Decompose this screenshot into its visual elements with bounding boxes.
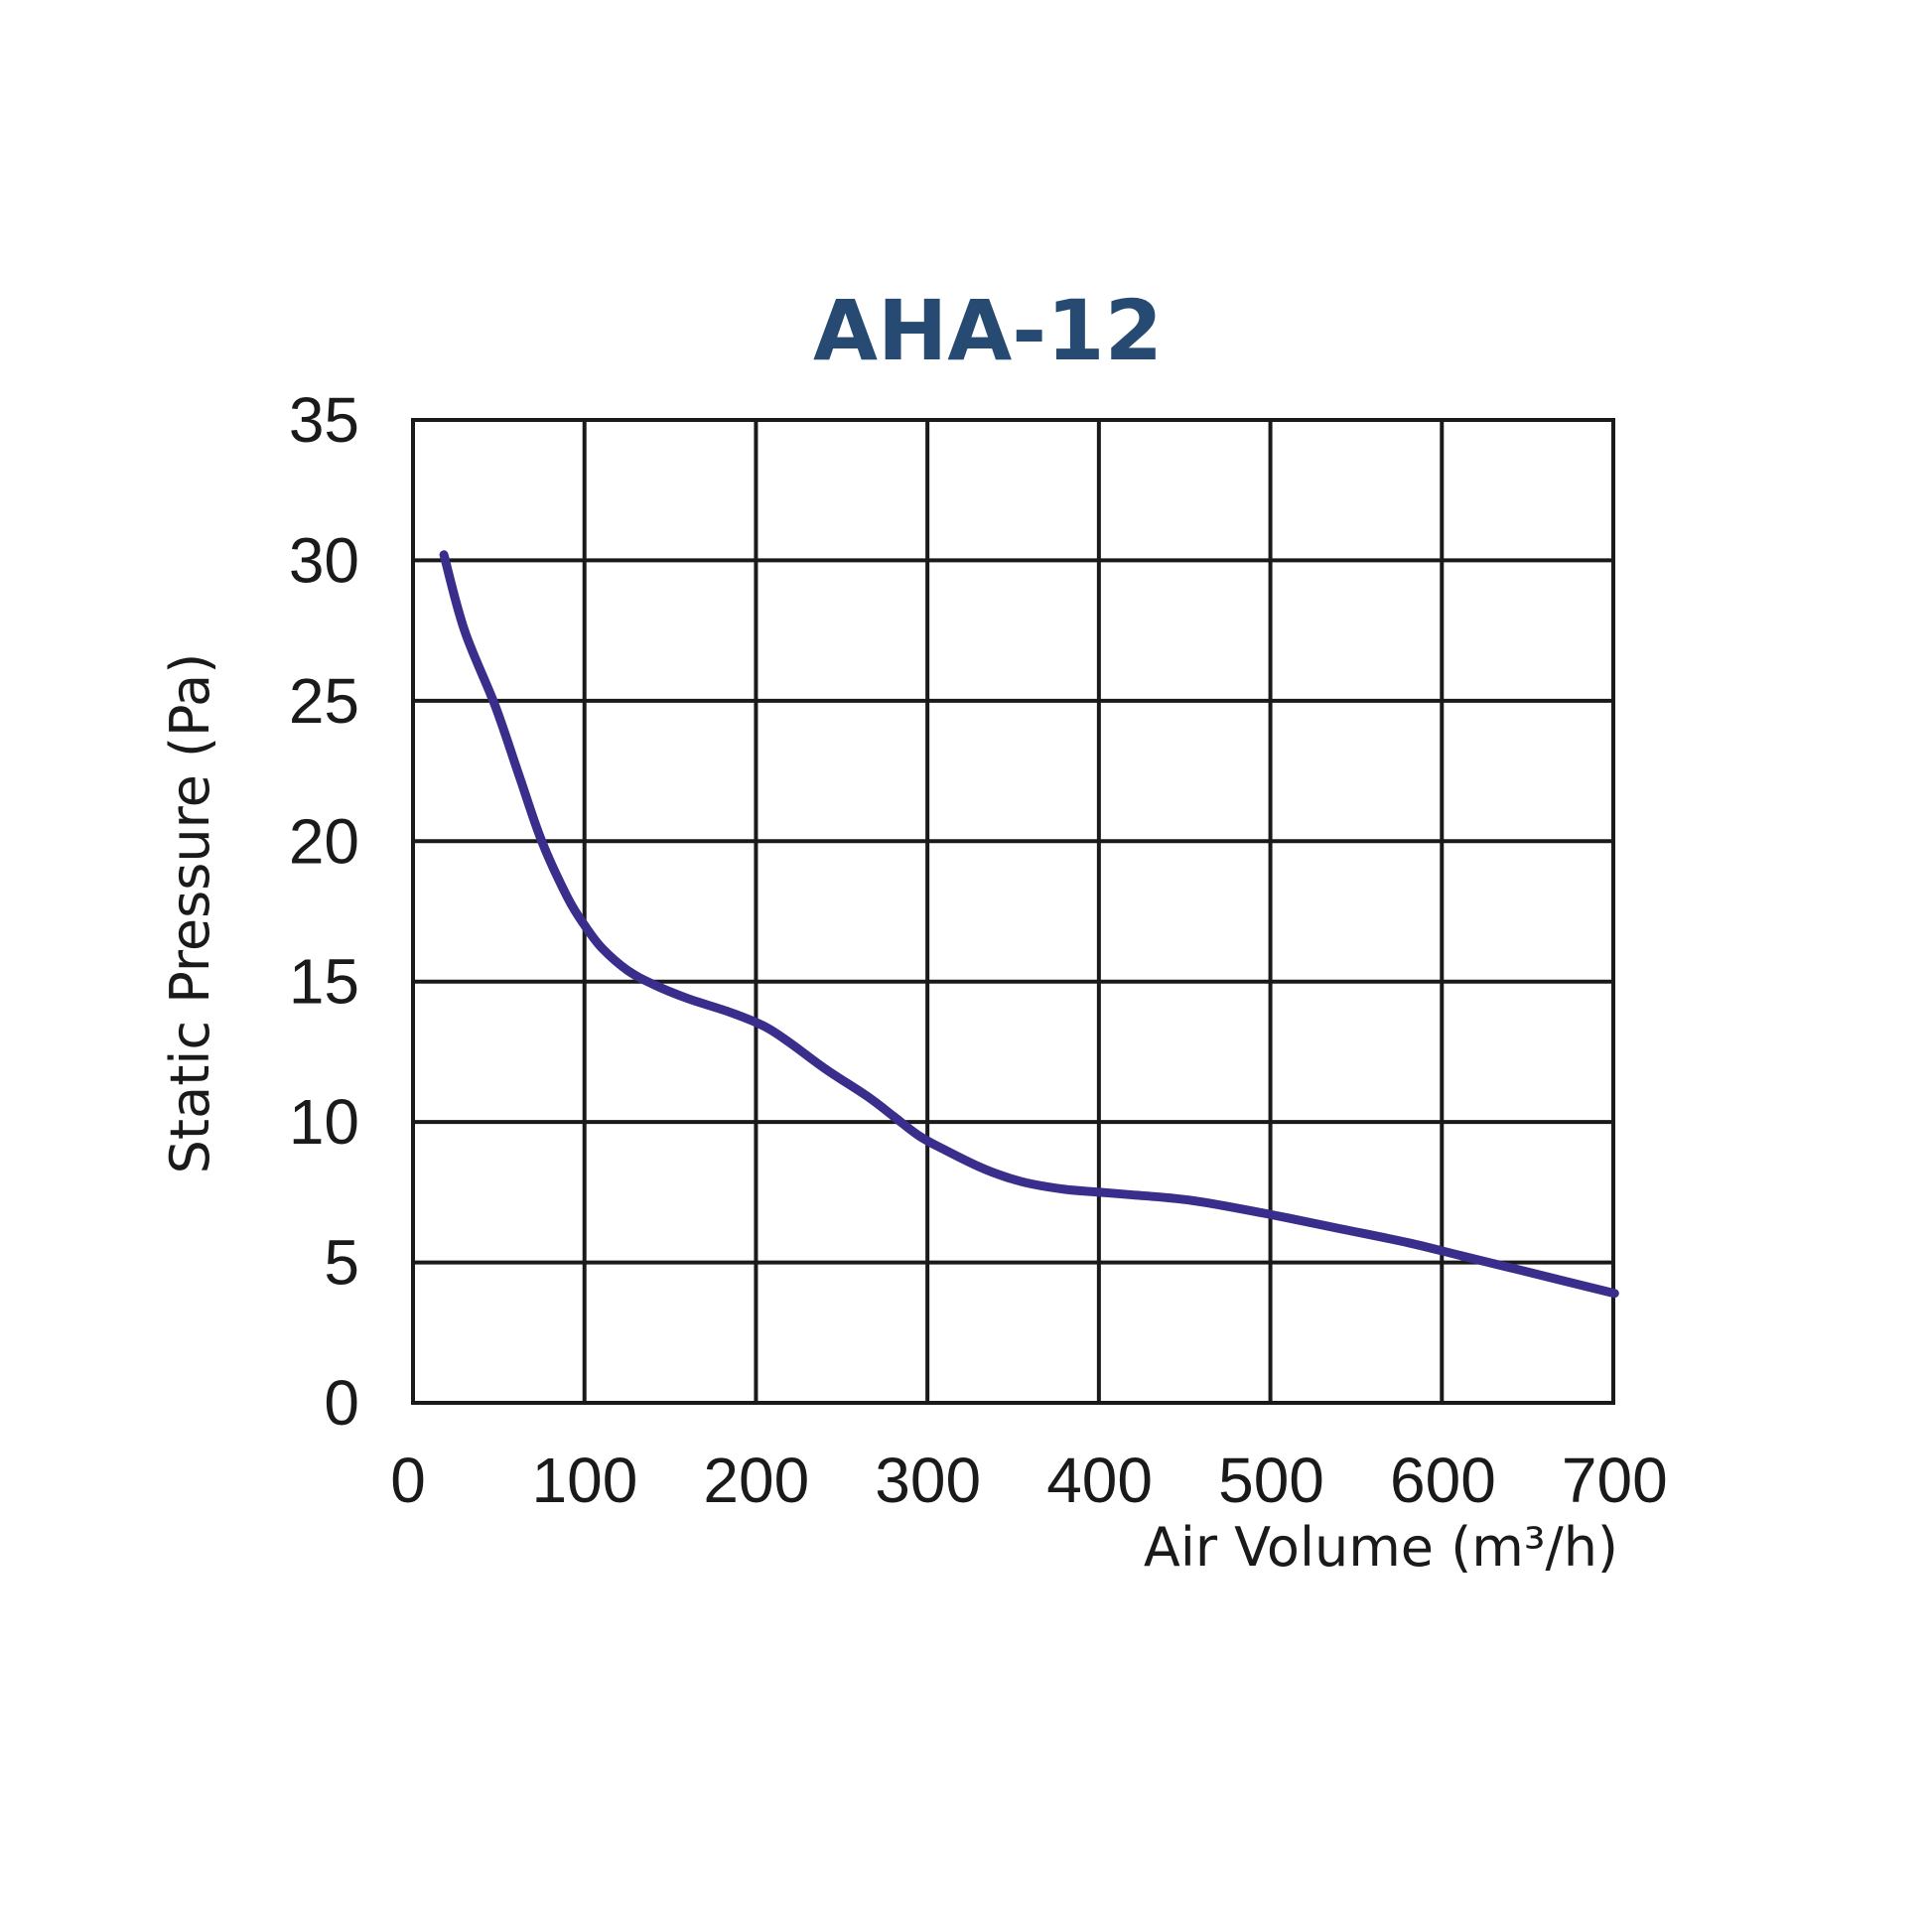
x-tick-label: 100 [532, 1445, 638, 1516]
x-tick-label: 0 [390, 1445, 426, 1516]
y-axis-label: Static Pressure (Pa) [159, 653, 221, 1174]
plot-grid [411, 418, 1615, 1405]
x-tick-label: 700 [1562, 1445, 1668, 1516]
y-axis-ticks: 0 5 10 15 20 25 30 35 [289, 384, 359, 1439]
y-tick-label: 30 [289, 524, 359, 596]
x-tick-label: 600 [1390, 1445, 1496, 1516]
series-line [439, 550, 1619, 1299]
y-tick-label: 10 [289, 1086, 359, 1158]
plot-frame [411, 418, 1615, 1405]
plot-area [439, 550, 1619, 1299]
chart-title: AHA-12 [813, 282, 1163, 379]
x-tick-label: 200 [703, 1445, 809, 1516]
y-tick-label: 5 [324, 1227, 359, 1299]
x-tick-label: 400 [1046, 1445, 1153, 1516]
y-tick-label: 25 [289, 665, 359, 737]
y-tick-label: 0 [324, 1367, 359, 1439]
x-tick-label: 500 [1218, 1445, 1324, 1516]
x-axis-ticks: 0 100 200 300 400 500 600 700 [390, 1445, 1667, 1516]
y-tick-label: 35 [289, 384, 359, 456]
y-tick-label: 15 [289, 946, 359, 1018]
x-tick-label: 300 [875, 1445, 981, 1516]
y-tick-label: 20 [289, 805, 359, 877]
x-axis-label: Air Volume (m³/h) [1144, 1516, 1618, 1579]
